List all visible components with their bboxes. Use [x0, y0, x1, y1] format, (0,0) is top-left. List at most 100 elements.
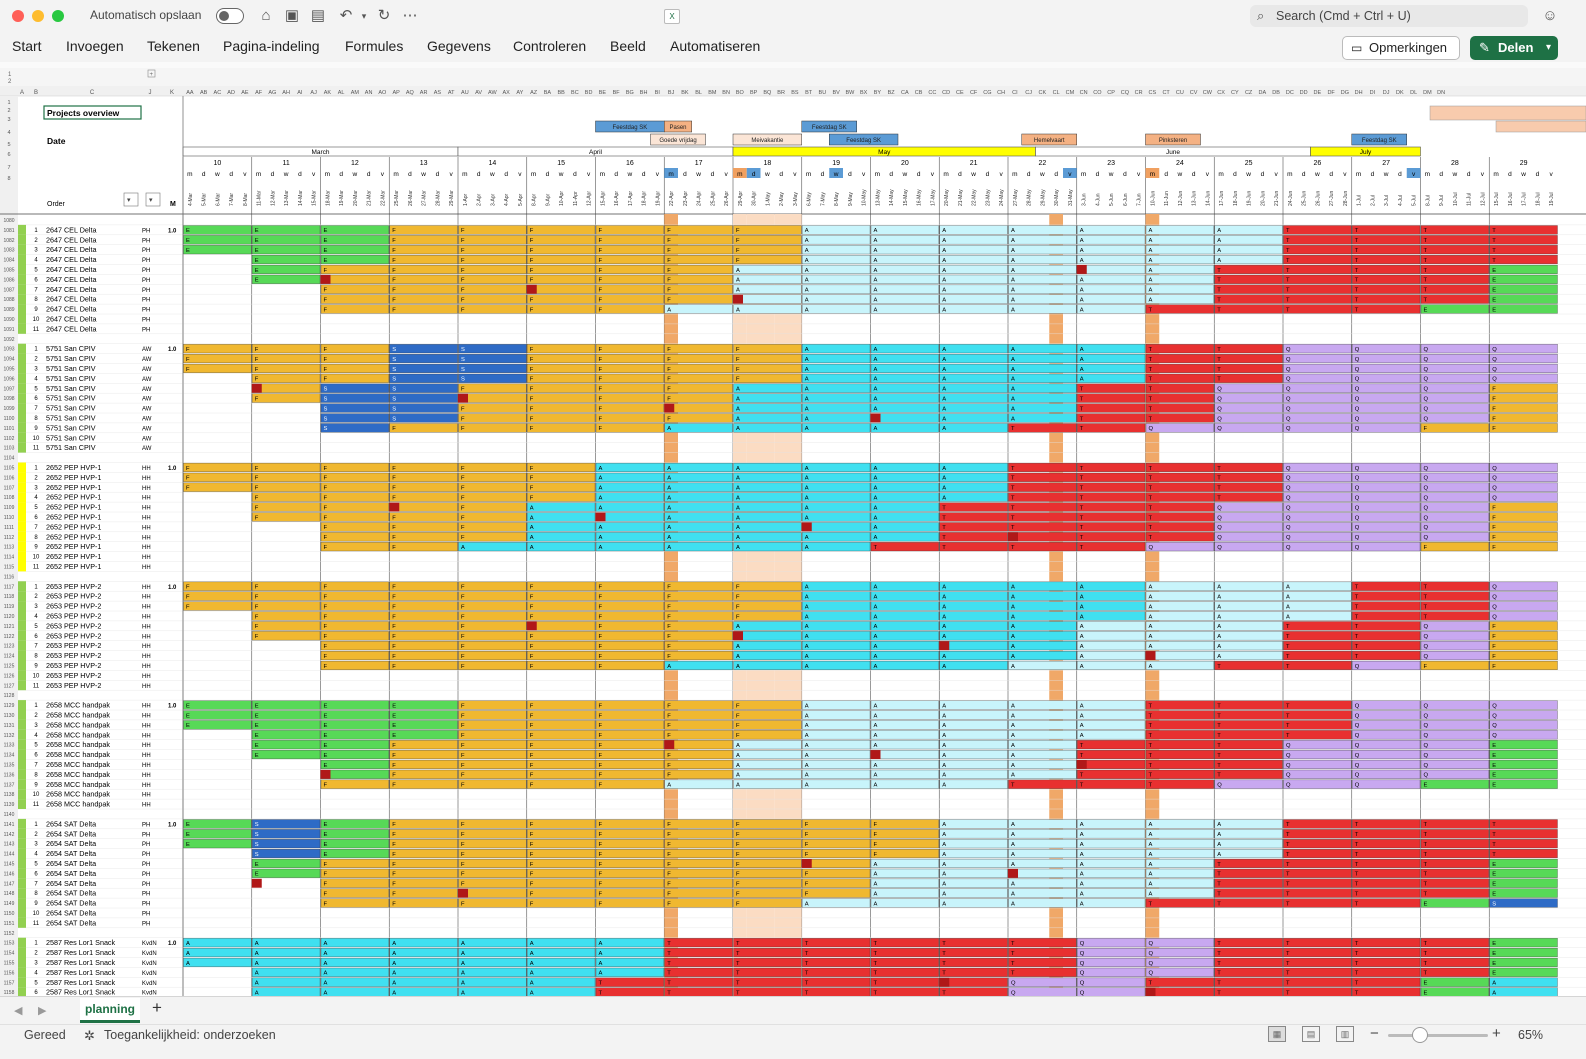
- task-bar: [1489, 294, 1558, 304]
- task-code: F: [392, 248, 396, 254]
- task-bar: [1283, 839, 1352, 849]
- task-bar: [1352, 601, 1421, 611]
- task-bar: [1077, 621, 1146, 631]
- task-bar: [1420, 482, 1489, 492]
- undo-dropdown-icon[interactable]: ▾: [361, 11, 367, 21]
- home-icon[interactable]: ⌂: [261, 7, 271, 24]
- line-number: 11: [33, 327, 40, 333]
- task-bar: [1008, 849, 1077, 859]
- task-bar: [389, 829, 458, 839]
- task-code: E: [392, 703, 396, 709]
- task-code: A: [392, 971, 396, 977]
- prev-sheet-icon[interactable]: ◀: [14, 1005, 23, 1017]
- zoom-out-button[interactable]: −: [1370, 1025, 1379, 1042]
- task-bar: [1214, 264, 1283, 274]
- search-input[interactable]: ⌕ Search (Cmd + Ctrl + U): [1250, 5, 1528, 27]
- tab-invoegen[interactable]: Invoegen: [66, 38, 124, 54]
- task-bar: [939, 492, 1008, 502]
- task-bar: [1214, 363, 1283, 373]
- tab-beeld[interactable]: Beeld: [610, 38, 646, 54]
- task-bar: [939, 858, 1008, 868]
- tab-automatiseren[interactable]: Automatiseren: [670, 38, 761, 54]
- autosave-toggle[interactable]: [216, 8, 244, 24]
- date-label-vertical: 20-May: [944, 189, 950, 206]
- weekday-letter: d: [1261, 171, 1265, 178]
- task-code: F: [324, 644, 328, 650]
- task-code: T: [1355, 278, 1359, 284]
- normal-view-button[interactable]: ▦: [1268, 1026, 1286, 1042]
- task-code: E: [186, 832, 190, 838]
- share-button[interactable]: ✎ Delen ▾: [1470, 36, 1558, 60]
- sheet-canvas[interactable]: 12+A B C J K AA AB AC AD AE AF AG AH AI AJ AK AL AM AN AO AP…: [0, 68, 1586, 996]
- share-dropdown-icon[interactable]: ▾: [1545, 42, 1551, 53]
- task-bar: [939, 621, 1008, 631]
- share-account-icon[interactable]: ☺: [1542, 7, 1558, 24]
- order-code: HH: [142, 545, 151, 551]
- tab-controleren[interactable]: Controleren: [513, 38, 587, 54]
- save-icon[interactable]: ▣: [284, 7, 300, 24]
- order-code: KvdN: [142, 951, 157, 957]
- holiday-bar: [829, 133, 899, 146]
- task-bar: [458, 938, 527, 948]
- task-bar: [1077, 948, 1146, 958]
- task-code: F: [186, 367, 190, 373]
- column-letter: AO: [378, 90, 387, 96]
- task-bar: [1214, 393, 1283, 403]
- task-bar: [1145, 829, 1214, 839]
- zoom-window-button[interactable]: [52, 10, 64, 22]
- more-icon[interactable]: ⋯: [402, 7, 418, 24]
- page-break-view-button[interactable]: ▥: [1336, 1026, 1354, 1042]
- task-bar: [664, 819, 733, 829]
- spreadsheet-grid[interactable]: 1 2 + A B C J K AA AB AC AD AE AF AG AH AI AJ AK AL AM AN AO AP…: [0, 68, 1586, 996]
- undo-icon[interactable]: ↶: [339, 7, 353, 24]
- task-bar: [1420, 641, 1489, 651]
- task-bar: [595, 363, 664, 373]
- order-name: 2653 PEP HVP-2: [46, 681, 101, 690]
- task-bar: [1283, 611, 1352, 621]
- date-label-vertical: 25-Apr: [710, 191, 716, 206]
- task-bar: [870, 858, 939, 868]
- redo-icon[interactable]: ↻: [377, 7, 391, 24]
- tab-tekenen[interactable]: Tekenen: [147, 38, 200, 54]
- date-label-vertical: 5-Jul: [1412, 195, 1418, 206]
- task-bar: [458, 740, 527, 750]
- tab-start[interactable]: Start: [12, 38, 42, 54]
- next-sheet-icon[interactable]: ▶: [38, 1005, 47, 1017]
- comments-button[interactable]: ▭ Opmerkingen: [1342, 36, 1460, 60]
- task-code: T: [942, 991, 946, 997]
- task-code: F: [324, 654, 328, 660]
- task-code: F: [667, 387, 671, 393]
- zoom-slider-handle[interactable]: [1412, 1027, 1428, 1043]
- task-bar: [1077, 532, 1146, 542]
- zoom-slider[interactable]: [1388, 1034, 1488, 1037]
- column-letter: BM: [708, 90, 717, 96]
- weekday-letter: d: [436, 171, 440, 178]
- save-as-icon[interactable]: ▤: [310, 7, 326, 24]
- status-cell: [18, 234, 26, 245]
- task-bar: [252, 482, 321, 492]
- tab-pagina-indeling[interactable]: Pagina-indeling: [223, 38, 320, 54]
- add-sheet-button[interactable]: +: [152, 998, 162, 1017]
- sheet-tab-planning[interactable]: planning: [80, 998, 140, 1023]
- task-bar: [1352, 492, 1421, 502]
- task-bar: [802, 532, 871, 542]
- close-window-button[interactable]: [12, 10, 24, 22]
- row-number: 1103: [4, 446, 15, 452]
- tab-gegevens[interactable]: Gegevens: [427, 38, 491, 54]
- task-code: A: [1149, 664, 1153, 670]
- task-code: A: [942, 664, 946, 670]
- task-code: F: [599, 892, 603, 898]
- column-letter: BS: [791, 90, 799, 96]
- status-cell: [18, 848, 26, 859]
- page-layout-view-button[interactable]: ▤: [1302, 1026, 1320, 1042]
- task-bar: [458, 393, 527, 403]
- task-code: T: [1286, 961, 1290, 967]
- zoom-in-button[interactable]: +: [1492, 1025, 1501, 1042]
- task-code: S: [255, 822, 259, 828]
- date-label-vertical: 8-Apr: [532, 193, 538, 206]
- tab-formules[interactable]: Formules: [345, 38, 404, 54]
- accessibility-icon[interactable]: ✲: [84, 1028, 95, 1043]
- task-bar: [320, 284, 389, 294]
- accessibility-status[interactable]: Toegankelijkheid: onderzoeken: [104, 1028, 276, 1042]
- minimize-window-button[interactable]: [32, 10, 44, 22]
